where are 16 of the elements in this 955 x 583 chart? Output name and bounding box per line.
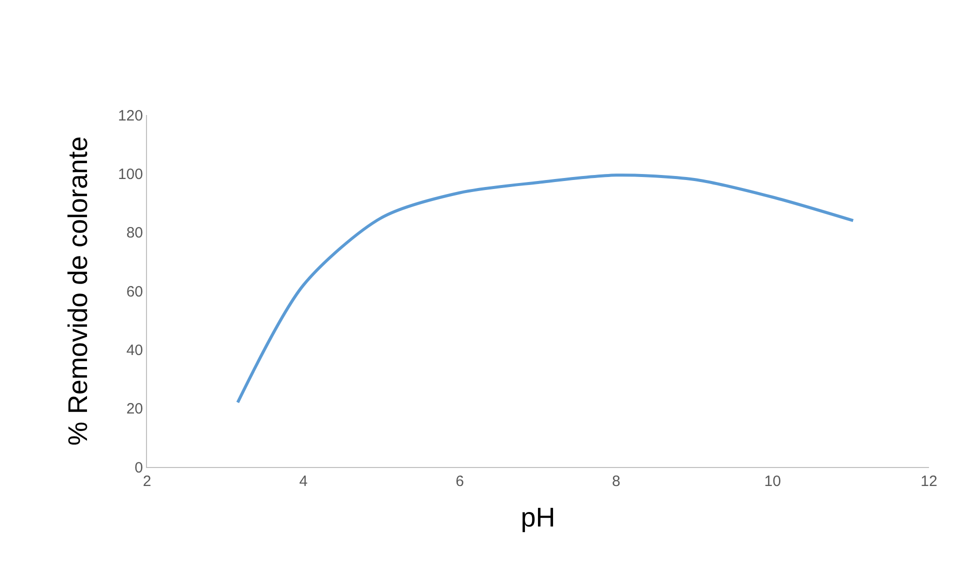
- y-tick-label: 80: [126, 224, 143, 242]
- x-tick-label: 10: [764, 473, 781, 490]
- y-axis-title: % Removido de colorante: [63, 136, 94, 446]
- x-axis-title: pH: [520, 502, 556, 532]
- x-tick-label: 4: [299, 473, 308, 490]
- line-series: [236, 174, 855, 404]
- y-tick-label: 60: [126, 283, 143, 300]
- y-tick-label: 120: [118, 107, 143, 124]
- x-tick-label: 6: [456, 473, 464, 490]
- y-tick-label: 40: [126, 342, 143, 359]
- y-tick-label: 20: [126, 400, 143, 418]
- y-tick-label: 100: [118, 166, 143, 183]
- x-tick-label: 2: [142, 473, 152, 490]
- x-tick-label: 12: [920, 473, 938, 490]
- y-tick-label: 0: [134, 459, 143, 476]
- x-tick-label: 8: [612, 473, 620, 490]
